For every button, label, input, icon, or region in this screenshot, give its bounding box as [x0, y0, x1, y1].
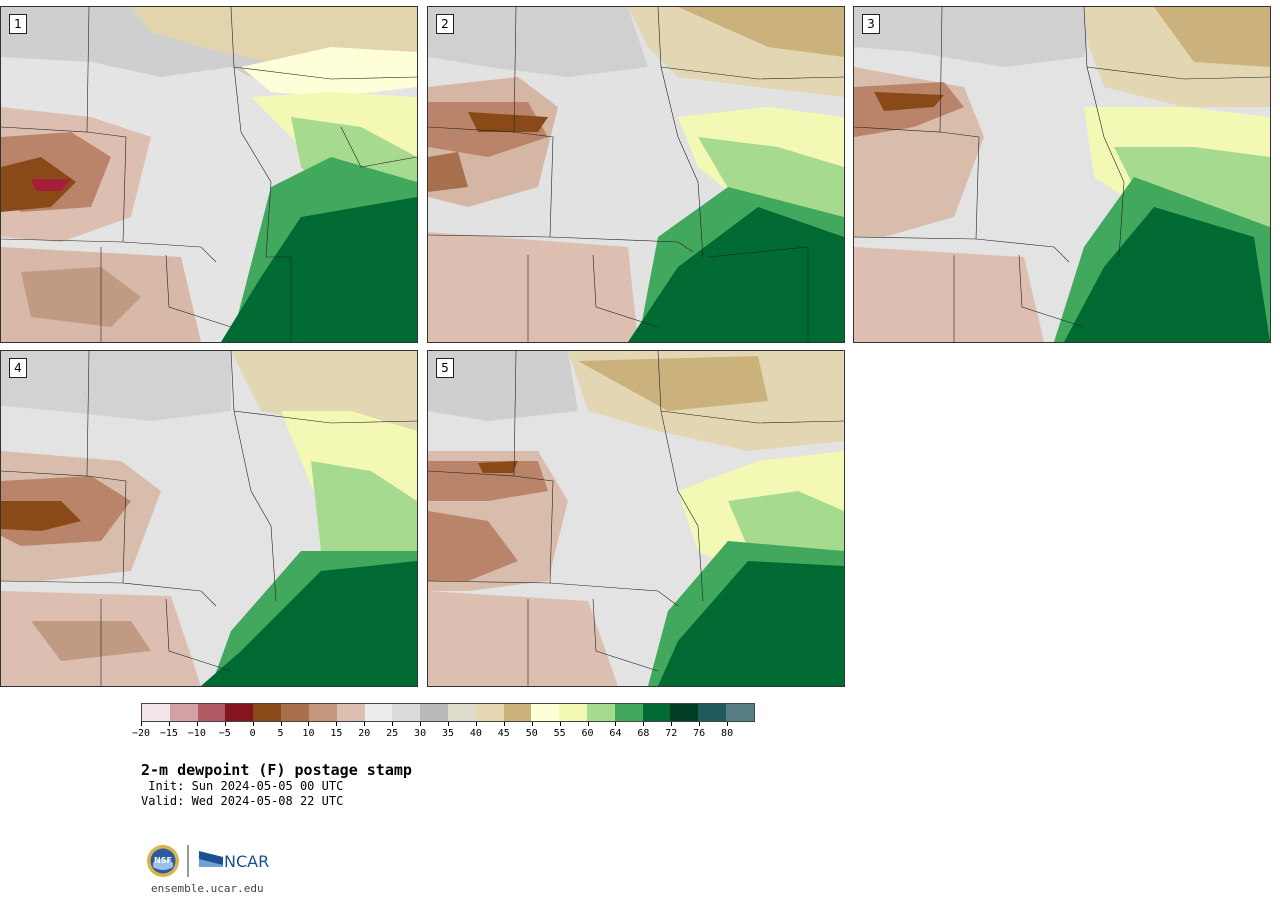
panel-number: 5 [436, 358, 454, 378]
colorbar-tick-label: −15 [159, 728, 178, 739]
colorbar-swatch [392, 704, 421, 721]
colorbar-tick-label: 45 [497, 728, 510, 739]
colorbar-ticks: −20 −15 −10 −5 0 5 10 15 20 25 30 35 40 45 50 55 60 64 68 7… [132, 722, 755, 742]
site-url: ensemble.ucar.edu [151, 882, 264, 895]
colorbar-tick-label: 30 [414, 728, 427, 739]
colorbar-tick-label: 5 [277, 728, 284, 739]
colorbar-swatch [225, 704, 254, 721]
colorbar-tick [141, 722, 142, 726]
colorbar-tick-label: 72 [665, 728, 678, 739]
colorbar-swatch [670, 704, 699, 721]
map-panel-5: 5 [427, 350, 845, 687]
svg-text:NSF: NSF [154, 856, 172, 865]
colorbar-tick-label: 25 [386, 728, 399, 739]
colorbar-swatch [447, 704, 476, 721]
dewpoint-map-2 [428, 7, 844, 342]
colorbar-tick [587, 722, 589, 726]
colorbar-tick [531, 722, 533, 726]
colorbar-tick-label: 50 [525, 728, 538, 739]
colorbar-tick [420, 722, 422, 726]
ncar-logo-icon: NCAR [199, 851, 269, 871]
colorbar-tick-label: −20 [131, 728, 151, 739]
dewpoint-map-3 [854, 7, 1270, 342]
colorbar-swatch [420, 704, 448, 721]
colorbar-tick-label: 60 [581, 728, 594, 739]
colorbar-tick-label: 40 [469, 728, 482, 739]
map-panel-2: 2 [427, 6, 845, 343]
plot-title: 2-m dewpoint (F) postage stamp [141, 761, 412, 779]
colorbar-swatch [197, 704, 226, 721]
colorbar-tick-label: −5 [218, 728, 231, 739]
colorbar-swatch [253, 704, 282, 721]
colorbar-swatch [559, 704, 587, 721]
colorbar-swatch [698, 704, 727, 721]
colorbar-tick-label: 68 [637, 728, 650, 739]
colorbar-swatch [336, 704, 365, 721]
dewpoint-map-4 [1, 351, 417, 686]
colorbar-swatch [503, 704, 532, 721]
colorbar-tick-label: −10 [187, 728, 206, 739]
colorbar-tick-label: 15 [330, 728, 343, 739]
colorbar-tick [671, 722, 673, 726]
colorbar-tick [280, 722, 282, 726]
map-panel-1: 1 [0, 6, 418, 343]
nsf-logo-icon: NSF [147, 845, 179, 877]
dewpoint-map-1 [1, 7, 417, 342]
dewpoint-map-5 [428, 351, 844, 686]
colorbar-tick [448, 722, 449, 726]
colorbar-swatch [169, 704, 198, 721]
map-panel-3: 3 [853, 6, 1271, 343]
panel-number: 3 [862, 14, 880, 34]
nsf-ncar-logo: NSF NCAR [147, 845, 269, 877]
colorbar-tick [503, 722, 505, 726]
colorbar-swatch [642, 704, 671, 721]
colorbar-tick [392, 722, 394, 726]
colorbar-tick-label: 64 [609, 728, 622, 739]
colorbar-swatch [726, 704, 754, 721]
colorbar-tick [364, 722, 366, 726]
colorbar-tick-label: 76 [693, 728, 706, 739]
colorbar-tick [196, 722, 198, 726]
valid-time: Valid: Wed 2024-05-08 22 UTC [141, 794, 344, 808]
colorbar-swatch [531, 704, 560, 721]
colorbar-tick [615, 722, 617, 726]
colorbar-tick [643, 722, 645, 726]
colorbar-swatch [364, 704, 393, 721]
colorbar-tick-label: 20 [358, 728, 371, 739]
colorbar-tick-label: 80 [721, 728, 734, 739]
init-time: Init: Sun 2024-05-05 00 UTC [141, 779, 344, 793]
colorbar-swatch [614, 704, 643, 721]
colorbar-tick-label: 35 [441, 728, 455, 739]
colorbar-swatch [475, 704, 504, 721]
colorbar-swatch [142, 704, 170, 721]
colorbar-tick [252, 722, 254, 726]
colorbar-tick [727, 722, 729, 726]
panel-number: 1 [9, 14, 27, 34]
colorbar-tick [308, 722, 310, 726]
colorbar-tick-label: 10 [302, 728, 315, 739]
svg-text:NCAR: NCAR [224, 852, 269, 871]
colorbar-tick [475, 722, 477, 726]
colorbar-swatch [587, 704, 615, 721]
colorbar-swatch [308, 704, 337, 721]
map-panel-4: 4 [0, 350, 418, 687]
panel-number: 4 [9, 358, 27, 378]
colorbar-tick [336, 722, 338, 726]
colorbar-tick [559, 722, 561, 726]
colorbar-swatch [281, 704, 309, 721]
colorbar-tick-label: 55 [553, 728, 566, 739]
colorbar-tick [168, 722, 170, 726]
colorbar-tick [699, 722, 701, 726]
colorbar-tick [224, 722, 226, 726]
colorbar-tick-label: 0 [249, 728, 256, 739]
panel-number: 2 [436, 14, 454, 34]
colorbar [141, 703, 755, 722]
